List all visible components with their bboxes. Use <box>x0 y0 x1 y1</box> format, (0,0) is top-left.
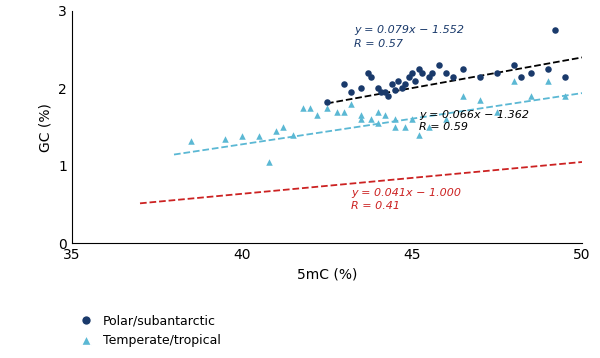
Temperate/tropical <box>390 124 400 130</box>
Polar/subantarctic <box>475 74 485 79</box>
Temperate/tropical <box>186 138 196 144</box>
Polar/subantarctic <box>387 82 397 87</box>
Temperate/tropical <box>278 124 287 130</box>
Polar/subantarctic <box>441 70 451 76</box>
Polar/subantarctic <box>448 74 458 79</box>
Polar/subantarctic <box>543 66 553 72</box>
Polar/subantarctic <box>492 70 502 76</box>
Temperate/tropical <box>407 116 417 122</box>
Polar/subantarctic <box>407 70 417 76</box>
Temperate/tropical <box>271 128 281 134</box>
Temperate/tropical <box>441 116 451 122</box>
Polar/subantarctic <box>516 74 526 79</box>
Polar/subantarctic <box>322 100 332 105</box>
Polar/subantarctic <box>400 82 410 87</box>
Temperate/tropical <box>400 124 410 130</box>
Polar/subantarctic <box>377 89 386 95</box>
Legend: Polar/subantarctic, Temperate/tropical: Polar/subantarctic, Temperate/tropical <box>73 315 221 347</box>
Temperate/tropical <box>424 124 434 130</box>
Temperate/tropical <box>367 116 376 122</box>
Y-axis label: GC (%): GC (%) <box>39 103 53 151</box>
Temperate/tropical <box>475 97 485 103</box>
Polar/subantarctic <box>356 86 366 91</box>
Temperate/tropical <box>305 105 315 111</box>
X-axis label: 5mC (%): 5mC (%) <box>297 268 357 282</box>
Text: R = 0.57: R = 0.57 <box>354 39 403 49</box>
Polar/subantarctic <box>560 74 570 79</box>
Polar/subantarctic <box>424 74 434 79</box>
Temperate/tropical <box>492 109 502 115</box>
Polar/subantarctic <box>509 62 519 68</box>
Temperate/tropical <box>560 93 570 99</box>
Temperate/tropical <box>322 105 332 111</box>
Polar/subantarctic <box>404 74 413 79</box>
Polar/subantarctic <box>373 86 383 91</box>
Polar/subantarctic <box>363 70 373 76</box>
Polar/subantarctic <box>410 78 420 83</box>
Temperate/tropical <box>543 78 553 83</box>
Temperate/tropical <box>373 120 383 126</box>
Temperate/tropical <box>509 78 519 83</box>
Text: y = 0.066x − 1.362: y = 0.066x − 1.362 <box>419 110 529 120</box>
Temperate/tropical <box>373 109 383 115</box>
Temperate/tropical <box>356 112 366 118</box>
Temperate/tropical <box>265 159 274 165</box>
Temperate/tropical <box>254 134 264 139</box>
Text: y = 0.079x − 1.552: y = 0.079x − 1.552 <box>354 25 464 35</box>
Temperate/tropical <box>526 93 536 99</box>
Polar/subantarctic <box>367 74 376 79</box>
Temperate/tropical <box>312 112 322 118</box>
Polar/subantarctic <box>418 70 427 76</box>
Temperate/tropical <box>390 116 400 122</box>
Polar/subantarctic <box>383 93 393 99</box>
Polar/subantarctic <box>397 86 407 91</box>
Temperate/tropical <box>356 116 366 122</box>
Temperate/tropical <box>288 132 298 138</box>
Polar/subantarctic <box>526 70 536 76</box>
Temperate/tropical <box>332 109 342 115</box>
Polar/subantarctic <box>339 82 349 87</box>
Polar/subantarctic <box>428 70 437 76</box>
Temperate/tropical <box>220 136 230 141</box>
Polar/subantarctic <box>458 66 468 72</box>
Polar/subantarctic <box>434 62 444 68</box>
Text: R = 0.59: R = 0.59 <box>419 122 468 132</box>
Temperate/tropical <box>298 105 308 111</box>
Temperate/tropical <box>237 134 247 139</box>
Polar/subantarctic <box>346 89 356 95</box>
Temperate/tropical <box>458 93 468 99</box>
Temperate/tropical <box>380 112 389 118</box>
Temperate/tropical <box>414 132 424 138</box>
Text: R = 0.41: R = 0.41 <box>351 201 400 211</box>
Polar/subantarctic <box>380 89 389 95</box>
Polar/subantarctic <box>550 27 560 33</box>
Text: y = 0.041x − 1.000: y = 0.041x − 1.000 <box>351 188 461 198</box>
Temperate/tropical <box>339 109 349 115</box>
Temperate/tropical <box>346 101 356 107</box>
Polar/subantarctic <box>390 87 400 93</box>
Polar/subantarctic <box>414 66 424 72</box>
Polar/subantarctic <box>394 78 403 83</box>
